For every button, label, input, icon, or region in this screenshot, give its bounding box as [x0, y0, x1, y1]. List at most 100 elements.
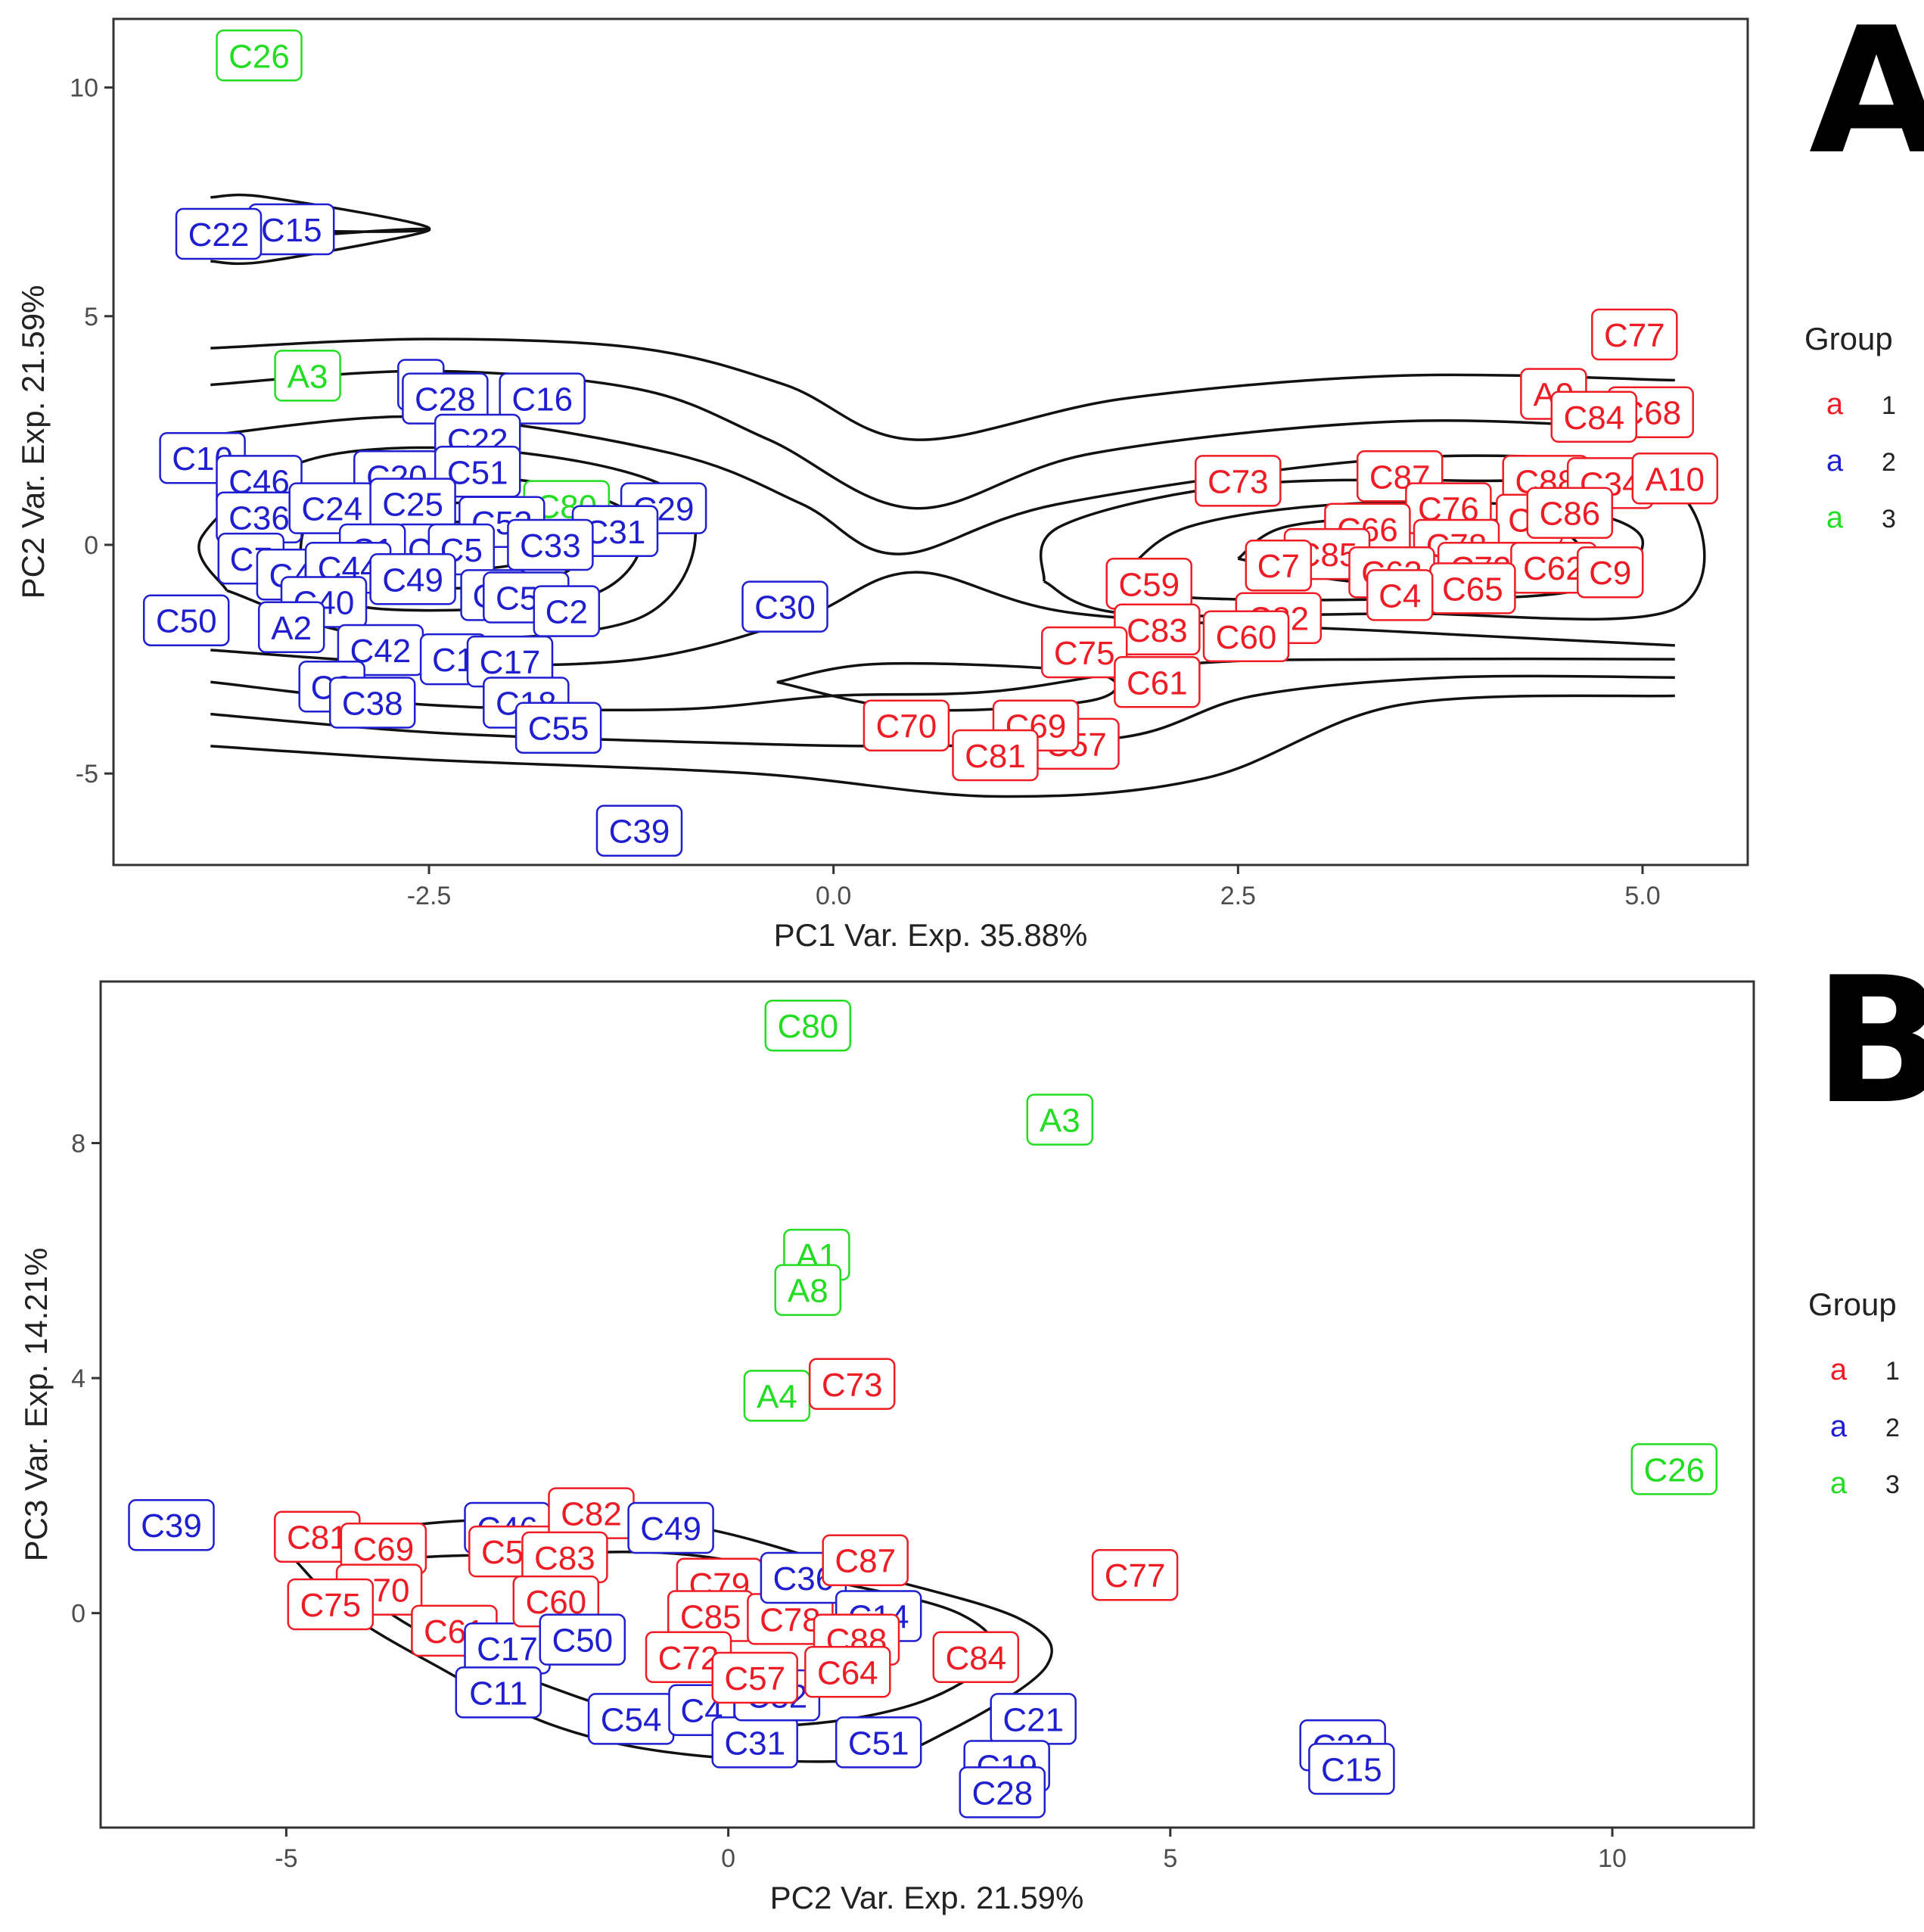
data-point-text: C59 [1118, 566, 1180, 603]
panel-a-contour-line [210, 369, 1675, 510]
y-tick-label: -5 [76, 760, 98, 789]
data-point-text: C30 [754, 590, 816, 627]
data-point-label: C17 [464, 1622, 551, 1675]
data-point-box [539, 1613, 626, 1666]
data-point-label: C38 [328, 677, 416, 729]
data-point-label: C78 [747, 1593, 834, 1645]
data-point-label: C51 [434, 446, 521, 498]
data-point-box [741, 580, 828, 633]
panel-a: C26C15C22A3CC28C16C22C10C46C20C51C36C24C… [15, 0, 1924, 953]
data-point-text: C36 [228, 500, 290, 537]
data-point-text: A2 [271, 610, 312, 647]
data-point-label: C84 [1550, 390, 1638, 443]
data-point-text: C31 [724, 1725, 785, 1762]
data-point-label: C31 [711, 1716, 798, 1769]
data-point-label: C9 [1576, 546, 1644, 599]
panel-a-legend-key-2: a [1826, 444, 1844, 478]
data-point-box [369, 553, 456, 605]
data-point-label: C11 [455, 1666, 542, 1719]
y-tick-label: 0 [84, 531, 98, 560]
data-point-text: C55 [528, 711, 589, 748]
data-point-text: C64 [817, 1654, 878, 1691]
data-point-box [774, 1264, 842, 1316]
panel-a-points: C26C15C22A3CC28C16C22C10C46C20C51C36C24C… [142, 30, 1719, 857]
y-tick-label: 4 [71, 1364, 85, 1393]
data-point-label: C51 [835, 1716, 922, 1769]
data-point-box [533, 585, 601, 637]
data-point-text: C50 [156, 603, 217, 640]
data-point-label: A10 [1631, 453, 1719, 505]
panel-b-plot-frame [99, 980, 1755, 1829]
data-point-text: C11 [469, 1675, 527, 1712]
panel-b-legend-key-3: a [1830, 1467, 1848, 1500]
data-point-label: C82 [548, 1487, 635, 1539]
data-point-text: C77 [1105, 1557, 1166, 1594]
panel-a-letter: A [1809, 0, 1924, 193]
data-point-label: C86 [1526, 487, 1614, 539]
data-point-label: C49 [369, 553, 456, 605]
data-point-text: C51 [447, 454, 508, 491]
data-point-text: C85 [680, 1599, 741, 1636]
data-point-label: C39 [595, 804, 683, 857]
data-point-label: C31 [571, 505, 659, 558]
data-point-box [822, 1534, 909, 1586]
data-point-text: C77 [1604, 317, 1665, 354]
data-point-text: C7 [1257, 548, 1300, 585]
data-point-label: C50 [142, 594, 230, 646]
panel-a-legend-key-1: a [1826, 387, 1844, 421]
data-point-text: C84 [1563, 400, 1624, 437]
data-point-text: C31 [585, 514, 646, 551]
data-point-label: C75 [287, 1578, 375, 1631]
data-point-box [835, 1716, 922, 1769]
data-point-text: C50 [552, 1622, 613, 1660]
panel-a-legend-label-2: 2 [1882, 448, 1896, 477]
data-point-label: C55 [514, 702, 602, 754]
data-point-box [1366, 569, 1434, 621]
y-tick-label: 0 [71, 1600, 85, 1629]
data-point-text: C75 [1054, 635, 1115, 672]
data-point-text: C65 [1442, 571, 1503, 608]
panel-b-legend-label-3: 3 [1885, 1470, 1900, 1499]
data-point-box [328, 677, 416, 729]
data-point-box [1091, 1548, 1179, 1601]
data-point-label: A3 [274, 350, 341, 402]
data-point-text: C72 [658, 1640, 720, 1677]
data-point-box [627, 1501, 714, 1554]
data-point-box [808, 1358, 896, 1411]
data-point-text: C4 [1379, 577, 1421, 614]
data-point-label: C87 [822, 1534, 909, 1586]
data-point-label: A3 [1026, 1094, 1094, 1146]
data-point-text: C62 [1523, 550, 1584, 587]
data-point-label: C22 [175, 207, 263, 260]
data-point-box [1591, 308, 1678, 361]
data-point-box [1026, 1094, 1094, 1146]
data-point-text: C16 [511, 381, 573, 418]
data-point-label: C49 [627, 1501, 714, 1554]
panel-a-ticks: -2.5 0.0 2.5 5.0 -5 0 5 10 [70, 74, 1660, 910]
data-point-box [959, 1766, 1046, 1818]
data-point-text: C78 [760, 1601, 821, 1638]
data-point-text: C49 [382, 562, 443, 599]
data-point-text: C54 [601, 1701, 662, 1738]
panel-a-y-axis-title: PC2 Var. Exp. 21.59% [15, 285, 51, 599]
data-point-label: A8 [774, 1264, 842, 1316]
data-point-text: A4 [757, 1378, 797, 1415]
data-point-box [764, 999, 852, 1052]
data-point-label: C83 [1114, 603, 1201, 656]
panel-b-legend-key-2: a [1830, 1410, 1848, 1443]
x-tick-label: 0 [721, 1844, 735, 1873]
data-point-text: C86 [1539, 496, 1600, 533]
data-point-text: A3 [288, 358, 328, 395]
data-point-box [1114, 656, 1201, 708]
data-point-label: C30 [741, 580, 828, 633]
data-point-box [1195, 455, 1282, 507]
data-point-box [863, 699, 950, 751]
data-point-text: C49 [640, 1510, 701, 1548]
data-point-box [1630, 1443, 1718, 1495]
data-point-box [514, 702, 602, 754]
x-tick-label: 5 [1163, 1844, 1177, 1873]
data-point-box [142, 594, 230, 646]
data-point-label: A4 [743, 1370, 811, 1422]
panel-b-x-axis-title: PC2 Var. Exp. 21.59% [770, 1880, 1084, 1915]
